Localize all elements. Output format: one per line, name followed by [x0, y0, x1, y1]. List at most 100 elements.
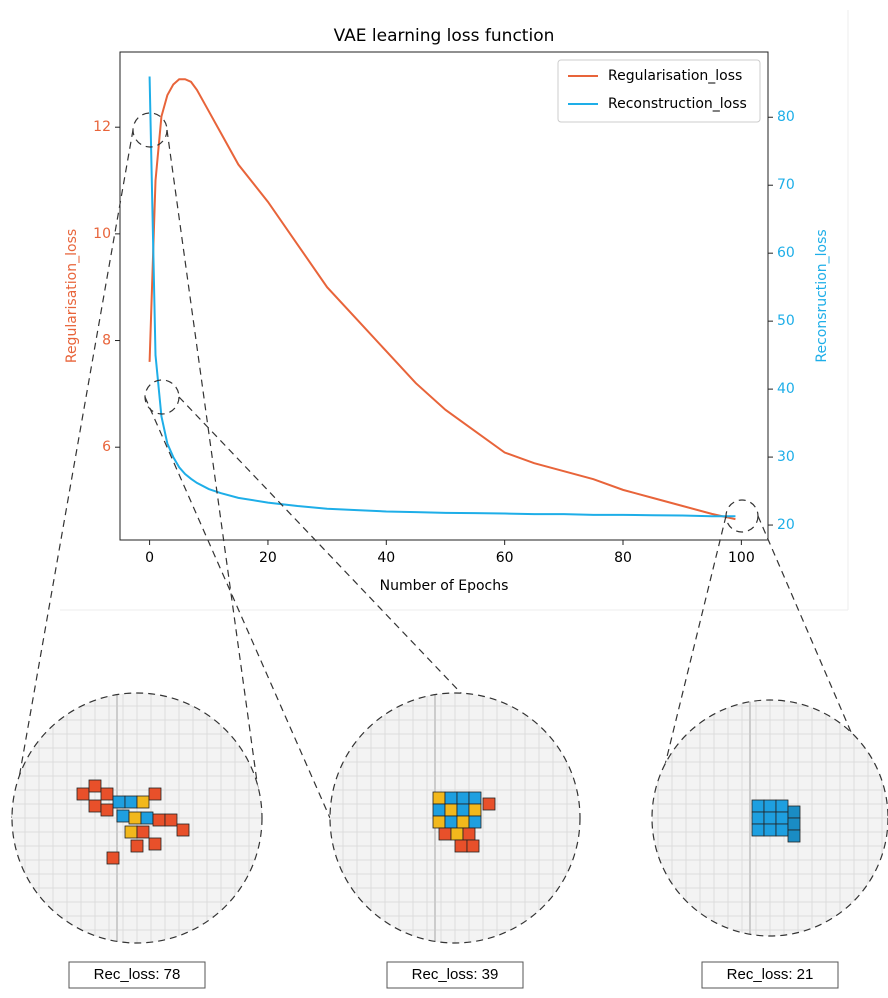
voxel	[76, 787, 90, 801]
voxel	[100, 787, 114, 801]
voxel	[775, 799, 789, 813]
inset: Rec_loss: 39	[329, 692, 581, 989]
voxel	[124, 795, 138, 809]
voxel	[130, 839, 144, 853]
voxel	[100, 803, 114, 817]
inset-border	[11, 692, 263, 944]
voxel	[432, 791, 446, 805]
x-axis-label: Number of Epochs	[380, 578, 509, 594]
voxel	[444, 803, 458, 817]
voxel	[751, 799, 765, 813]
voxel	[763, 799, 777, 813]
voxel	[466, 839, 480, 853]
voxel	[140, 811, 154, 825]
zoom-marker	[132, 112, 168, 148]
voxel	[444, 815, 458, 829]
zoom-line	[651, 515, 727, 819]
inset-border	[329, 692, 581, 944]
voxel	[88, 799, 102, 813]
inset-border	[651, 699, 888, 937]
y-tick-label: 12	[93, 119, 111, 135]
voxel	[456, 791, 470, 805]
y-tick-label: 8	[102, 333, 111, 349]
voxel	[136, 795, 150, 809]
x-tick-label: 100	[728, 550, 755, 566]
y-axis-label: Regularisation_loss	[64, 229, 80, 363]
y2-tick-label: 60	[777, 245, 795, 261]
voxel	[148, 837, 162, 851]
voxel	[763, 823, 777, 837]
y-tick-label: 6	[102, 439, 111, 455]
y2-tick-label: 40	[777, 381, 795, 397]
caption-box	[701, 961, 839, 989]
x-tick-label: 0	[145, 550, 154, 566]
inset: Rec_loss: 78	[11, 692, 263, 989]
voxel	[438, 827, 452, 841]
x-tick-label: 20	[259, 550, 277, 566]
y2-tick-label: 70	[777, 177, 795, 193]
zoom-marker	[144, 379, 180, 415]
inset-body	[12, 693, 262, 943]
voxel	[787, 817, 801, 831]
voxel	[456, 815, 470, 829]
voxel	[462, 827, 476, 841]
chart-title: VAE learning loss function	[334, 26, 555, 46]
voxel	[482, 797, 496, 811]
zoom-line	[11, 129, 134, 819]
voxel	[751, 823, 765, 837]
legend-label: Reconstruction_loss	[608, 96, 747, 112]
voxel	[787, 805, 801, 819]
zoom-line	[757, 515, 888, 819]
caption: Rec_loss: 78	[94, 966, 181, 983]
voxel	[444, 791, 458, 805]
voxel	[136, 825, 150, 839]
caption: Rec_loss: 21	[727, 966, 814, 983]
zoom-marker	[725, 499, 759, 533]
voxel	[787, 829, 801, 843]
voxel	[128, 811, 142, 825]
voxel	[432, 815, 446, 829]
inset-body	[330, 693, 580, 943]
y2-axis-label: Reconsruction_loss	[814, 229, 830, 362]
voxel	[763, 811, 777, 825]
voxel	[456, 803, 470, 817]
voxel	[468, 815, 482, 829]
voxel	[164, 813, 178, 827]
voxel	[88, 779, 102, 793]
voxel	[454, 839, 468, 853]
voxel	[468, 791, 482, 805]
inset-body	[652, 700, 888, 936]
legend-box	[557, 59, 761, 123]
voxel	[152, 813, 166, 827]
plot-frame	[119, 51, 769, 541]
x-tick-label: 80	[614, 550, 632, 566]
voxel	[468, 803, 482, 817]
y-tick-label: 10	[93, 226, 111, 242]
y2-tick-label: 50	[777, 313, 795, 329]
voxel	[148, 787, 162, 801]
caption: Rec_loss: 39	[412, 966, 499, 983]
voxel	[450, 827, 464, 841]
series-line	[148, 78, 736, 521]
voxel	[116, 809, 130, 823]
x-tick-label: 60	[496, 550, 514, 566]
voxel	[432, 803, 446, 817]
y2-tick-label: 80	[777, 109, 795, 125]
voxel	[176, 823, 190, 837]
zoom-line	[144, 396, 331, 819]
inset: Rec_loss: 21	[651, 699, 888, 989]
voxel	[775, 811, 789, 825]
voxel	[751, 811, 765, 825]
caption-box	[386, 961, 524, 989]
voxel	[112, 795, 126, 809]
series-line	[148, 76, 736, 518]
y2-tick-label: 20	[777, 517, 795, 533]
voxel	[775, 823, 789, 837]
zoom-line	[166, 129, 263, 819]
legend-label: Regularisation_loss	[608, 68, 742, 84]
voxel	[124, 825, 138, 839]
y2-tick-label: 30	[777, 449, 795, 465]
voxel	[106, 851, 120, 865]
